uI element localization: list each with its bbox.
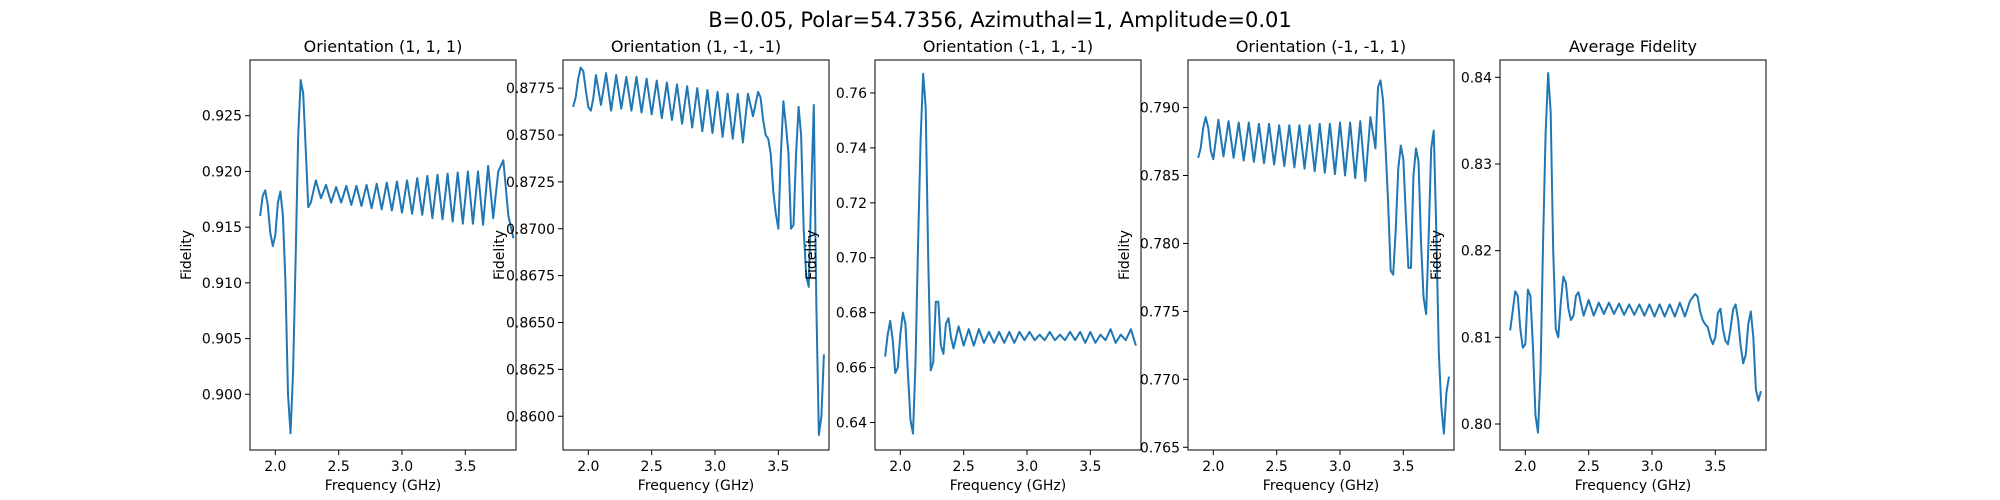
x-tick-label: 2.0 (1202, 459, 1224, 475)
x-tick-label: 2.5 (328, 459, 350, 475)
y-tick-label: 0.8750 (506, 128, 555, 144)
y-tick-label: 0.775 (1140, 304, 1180, 320)
y-tick-label: 0.72 (836, 196, 867, 212)
x-tick-label: 2.0 (577, 459, 599, 475)
series-line (1509, 72, 1762, 434)
series-line (572, 66, 825, 436)
x-tick-label: 2.5 (641, 459, 663, 475)
x-tick-label: 3.5 (1079, 459, 1101, 475)
x-tick-label: 3.5 (454, 459, 476, 475)
y-tick-label: 0.920 (202, 164, 242, 180)
axes-frame (249, 59, 517, 451)
x-axis-label: Frequency (GHz) (1263, 478, 1379, 494)
y-tick-label: 0.80 (1461, 417, 1492, 433)
x-axis-label: Frequency (GHz) (950, 478, 1066, 494)
x-tick-label: 3.0 (391, 459, 413, 475)
y-tick-label: 0.770 (1140, 372, 1180, 388)
y-tick-label: 0.74 (836, 141, 867, 157)
y-tick-label: 0.780 (1140, 236, 1180, 252)
y-tick-label: 0.83 (1461, 157, 1492, 173)
subplot-title: Orientation (-1, -1, 1) (1236, 37, 1406, 56)
axes-frame (874, 59, 1142, 451)
y-tick-label: 0.910 (202, 276, 242, 292)
x-tick-label: 3.0 (1329, 459, 1351, 475)
y-tick-label: 0.900 (202, 387, 242, 403)
subplot-3: 2.0 2.5 3.0 3.5 0.64 0.66 0.68 0.70 0.72 0.74 0.76… (804, 37, 1142, 494)
x-tick-label: 2.5 (1578, 459, 1600, 475)
y-tick-label: 0.8725 (506, 175, 555, 191)
series-line (1197, 79, 1450, 435)
y-axis-label: Fidelity (492, 230, 508, 280)
x-tick-label: 3.0 (1641, 459, 1663, 475)
y-tick-label: 0.81 (1461, 330, 1492, 346)
subplot-title: Orientation (1, 1, 1) (304, 37, 463, 56)
y-tick-label: 0.70 (836, 251, 867, 267)
y-tick-label: 0.925 (202, 109, 242, 125)
x-tick-label: 2.5 (1266, 459, 1288, 475)
series-line (884, 72, 1137, 435)
subplots: 2.0 2.5 3.0 3.5 0.900 0.905 0.910 0.915 0.920 0.9… (179, 37, 1767, 494)
y-axis-label: Fidelity (179, 230, 195, 280)
axes-frame (562, 59, 830, 451)
series-line (259, 79, 515, 435)
x-tick-label: 2.0 (1514, 459, 1536, 475)
y-tick-label: 0.8650 (506, 316, 555, 332)
x-tick-label: 3.5 (1392, 459, 1414, 475)
subplot-title: Orientation (-1, 1, -1) (923, 37, 1093, 56)
subplot-title: Average Fidelity (1569, 37, 1697, 56)
x-tick-label: 3.0 (1016, 459, 1038, 475)
y-tick-label: 0.68 (836, 306, 867, 322)
y-tick-label: 0.84 (1461, 70, 1492, 86)
subplot-1: 2.0 2.5 3.0 3.5 0.900 0.905 0.910 0.915 0.920 0.9… (179, 37, 517, 494)
subplot-title: Orientation (1, -1, -1) (611, 37, 781, 56)
figure-suptitle: B=0.05, Polar=54.7356, Azimuthal=1, Ampl… (708, 8, 1292, 32)
y-tick-label: 0.76 (836, 86, 867, 102)
x-tick-label: 2.0 (889, 459, 911, 475)
y-tick-label: 0.82 (1461, 244, 1492, 260)
y-tick-label: 0.66 (836, 361, 867, 377)
y-axis-label: Fidelity (1429, 230, 1445, 280)
x-tick-label: 3.5 (767, 459, 789, 475)
y-tick-label: 0.8775 (506, 81, 555, 97)
y-tick-label: 0.8625 (506, 362, 555, 378)
subplot-2: 2.0 2.5 3.0 3.5 0.8600 0.8625 0.8650 0.8675 0.87… (492, 37, 830, 494)
subplot-4: 2.0 2.5 3.0 3.5 0.765 0.770 0.775 0.780 0.785 0.7… (1117, 37, 1455, 494)
y-tick-label: 0.64 (836, 416, 867, 432)
y-axis-label: Fidelity (804, 230, 820, 280)
y-tick-label: 0.765 (1140, 440, 1180, 456)
x-tick-label: 3.0 (704, 459, 726, 475)
x-axis-label: Frequency (GHz) (325, 478, 441, 494)
x-tick-label: 2.5 (953, 459, 975, 475)
x-tick-label: 3.5 (1704, 459, 1726, 475)
y-tick-label: 0.915 (202, 220, 242, 236)
x-tick-label: 2.0 (264, 459, 286, 475)
y-tick-label: 0.790 (1140, 101, 1180, 117)
subplot-5: 2.0 2.5 3.0 3.5 0.80 0.81 0.82 0.83 0.84 Average … (1429, 37, 1767, 494)
axes-frame (1187, 59, 1455, 451)
y-tick-label: 0.785 (1140, 169, 1180, 185)
x-axis-label: Frequency (GHz) (638, 478, 754, 494)
y-tick-label: 0.8600 (506, 409, 555, 425)
y-tick-label: 0.8700 (506, 222, 555, 238)
axes-frame (1499, 59, 1767, 451)
y-tick-label: 0.905 (202, 332, 242, 348)
y-axis-label: Fidelity (1117, 230, 1133, 280)
y-tick-label: 0.8675 (506, 269, 555, 285)
x-axis-label: Frequency (GHz) (1575, 478, 1691, 494)
